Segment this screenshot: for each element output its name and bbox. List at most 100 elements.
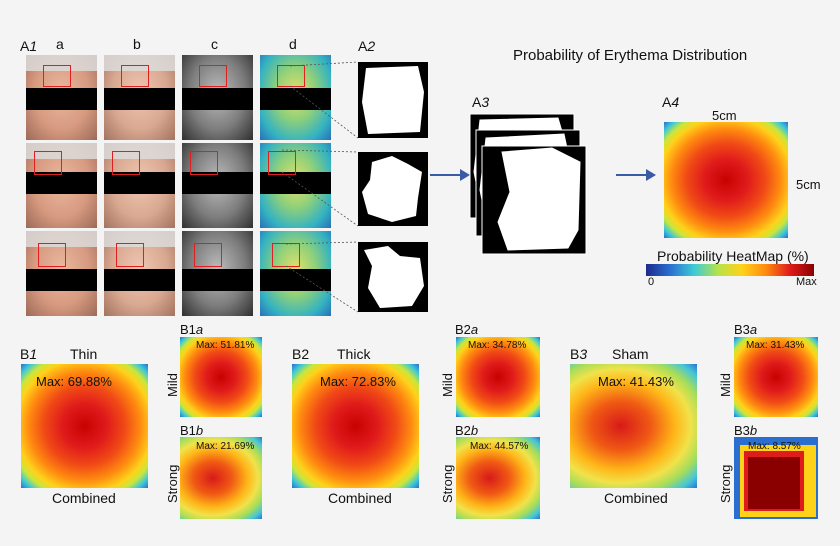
roi-mask [358, 242, 428, 312]
panel-b1a-prefix: B1 [180, 322, 196, 337]
combined-heatmap [21, 364, 148, 488]
panel-b2a-label: B2a [455, 322, 478, 337]
mild-label: Mild [440, 373, 455, 397]
colorbar-min-label: 0 [648, 276, 655, 288]
roi-box [34, 151, 62, 175]
panel-b3b-letter: b [749, 423, 758, 438]
mild-heatmap [180, 337, 262, 417]
combined-max-label: Max: 72.83% [320, 374, 396, 389]
panel-b2-label: B2 [292, 346, 310, 362]
panel-b1a-letter: a [195, 322, 204, 337]
roi-mask [358, 62, 428, 138]
combined-max-label: Max: 41.43% [598, 374, 674, 389]
strong-label: Strong [440, 464, 455, 503]
panel-a4-label: A4 [662, 94, 679, 110]
panel-b3a-label: B3a [734, 322, 757, 337]
roi-box [38, 243, 66, 267]
panel-b3b-label: B3b [734, 423, 757, 438]
panel-a4-num: 4 [671, 94, 680, 110]
panel-b2b-label: B2b [455, 423, 478, 438]
panel-b3a-prefix: B3 [734, 322, 750, 337]
dimension-label-right: 5cm [796, 177, 821, 192]
panel-a4-letter: A [662, 94, 672, 110]
panel-b1b-letter: b [195, 423, 204, 438]
roi-mask [358, 152, 428, 226]
face-photo-thermal [260, 143, 331, 228]
panel-b1-letter: B [20, 346, 30, 362]
mild-label: Mild [165, 373, 180, 397]
combined-heatmap [292, 364, 419, 488]
face-photo [26, 55, 97, 140]
panel-b3b-prefix: B3 [734, 423, 750, 438]
roi-box [268, 151, 296, 175]
face-photo-grayscale [182, 231, 253, 316]
mild-max-label: Max: 31.43% [746, 340, 805, 351]
panel-b2b-prefix: B2 [455, 423, 471, 438]
face-photo-grayscale [182, 143, 253, 228]
panel-b1-num: 1 [29, 346, 38, 362]
panel-b3a-letter: a [749, 322, 758, 337]
panel-b2a-letter: a [470, 322, 479, 337]
panel-a3-label: A3 [472, 94, 489, 110]
face-photo [104, 143, 175, 228]
face-photo [104, 231, 175, 316]
column-label-a: a [56, 36, 64, 52]
column-label-c: c [211, 36, 218, 52]
roi-box [199, 65, 227, 87]
panel-b1-label: B1 [20, 346, 37, 362]
panel-b2b-letter: b [470, 423, 479, 438]
strong-max-label: Max: 21.69% [196, 441, 255, 452]
colorbar [646, 264, 814, 276]
combined-label: Combined [328, 490, 392, 506]
mild-max-label: Max: 51.81% [196, 340, 255, 351]
roi-box [272, 243, 300, 267]
face-photo [26, 231, 97, 316]
panel-b1b-label: B1b [180, 423, 203, 438]
arrow-right-icon [616, 169, 656, 181]
strong-heatmap [180, 437, 262, 519]
panel-b1b-prefix: B1 [180, 423, 196, 438]
panel-a3-letter: A [472, 94, 482, 110]
strong-max-label: Max: 8.57% [748, 441, 801, 452]
panel-a1-num: 1 [29, 38, 38, 54]
face-photo-thermal [260, 231, 331, 316]
combined-max-label: Max: 69.88% [36, 374, 112, 389]
roi-box [121, 65, 149, 87]
panel-b3-label: B3 [570, 346, 587, 362]
roi-box [112, 151, 140, 175]
face-photo [104, 55, 175, 140]
column-label-b: b [133, 36, 141, 52]
panel-b1a-label: B1a [180, 322, 203, 337]
strong-heatmap [734, 437, 818, 519]
combined-label: Combined [604, 490, 668, 506]
panel-a3-num: 3 [481, 94, 490, 110]
panel-b3-letter: B [570, 346, 580, 362]
face-photo-thermal [260, 55, 331, 140]
arrow-right-icon [430, 169, 470, 181]
panel-b3-num: 3 [579, 346, 588, 362]
mild-max-label: Max: 34.78% [468, 340, 527, 351]
face-photo [26, 143, 97, 228]
panel-a2-letter: A [358, 38, 368, 54]
panel-a1-letter: A [20, 38, 30, 54]
mild-heatmap [734, 337, 818, 417]
mild-heatmap [456, 337, 540, 417]
roi-box [116, 243, 144, 267]
panel-a2-label: A2 [358, 38, 375, 54]
strong-max-label: Max: 44.57% [470, 441, 529, 452]
strong-label: Strong [165, 464, 180, 503]
column-label-d: d [289, 36, 297, 52]
dimension-label-top: 5cm [712, 108, 737, 123]
combined-label: Combined [52, 490, 116, 506]
roi-box [43, 65, 71, 87]
colorbar-max-label: Max [796, 276, 817, 288]
roi-box [190, 151, 218, 175]
colorbar-title: Probability HeatMap (%) [657, 248, 809, 264]
strong-heatmap [456, 437, 540, 519]
face-photo-grayscale [182, 55, 253, 140]
panel-a2-num: 2 [367, 38, 376, 54]
combined-heatmap [570, 364, 697, 488]
panel-b1-title: Thin [70, 346, 98, 362]
probability-heatmap [664, 122, 788, 238]
